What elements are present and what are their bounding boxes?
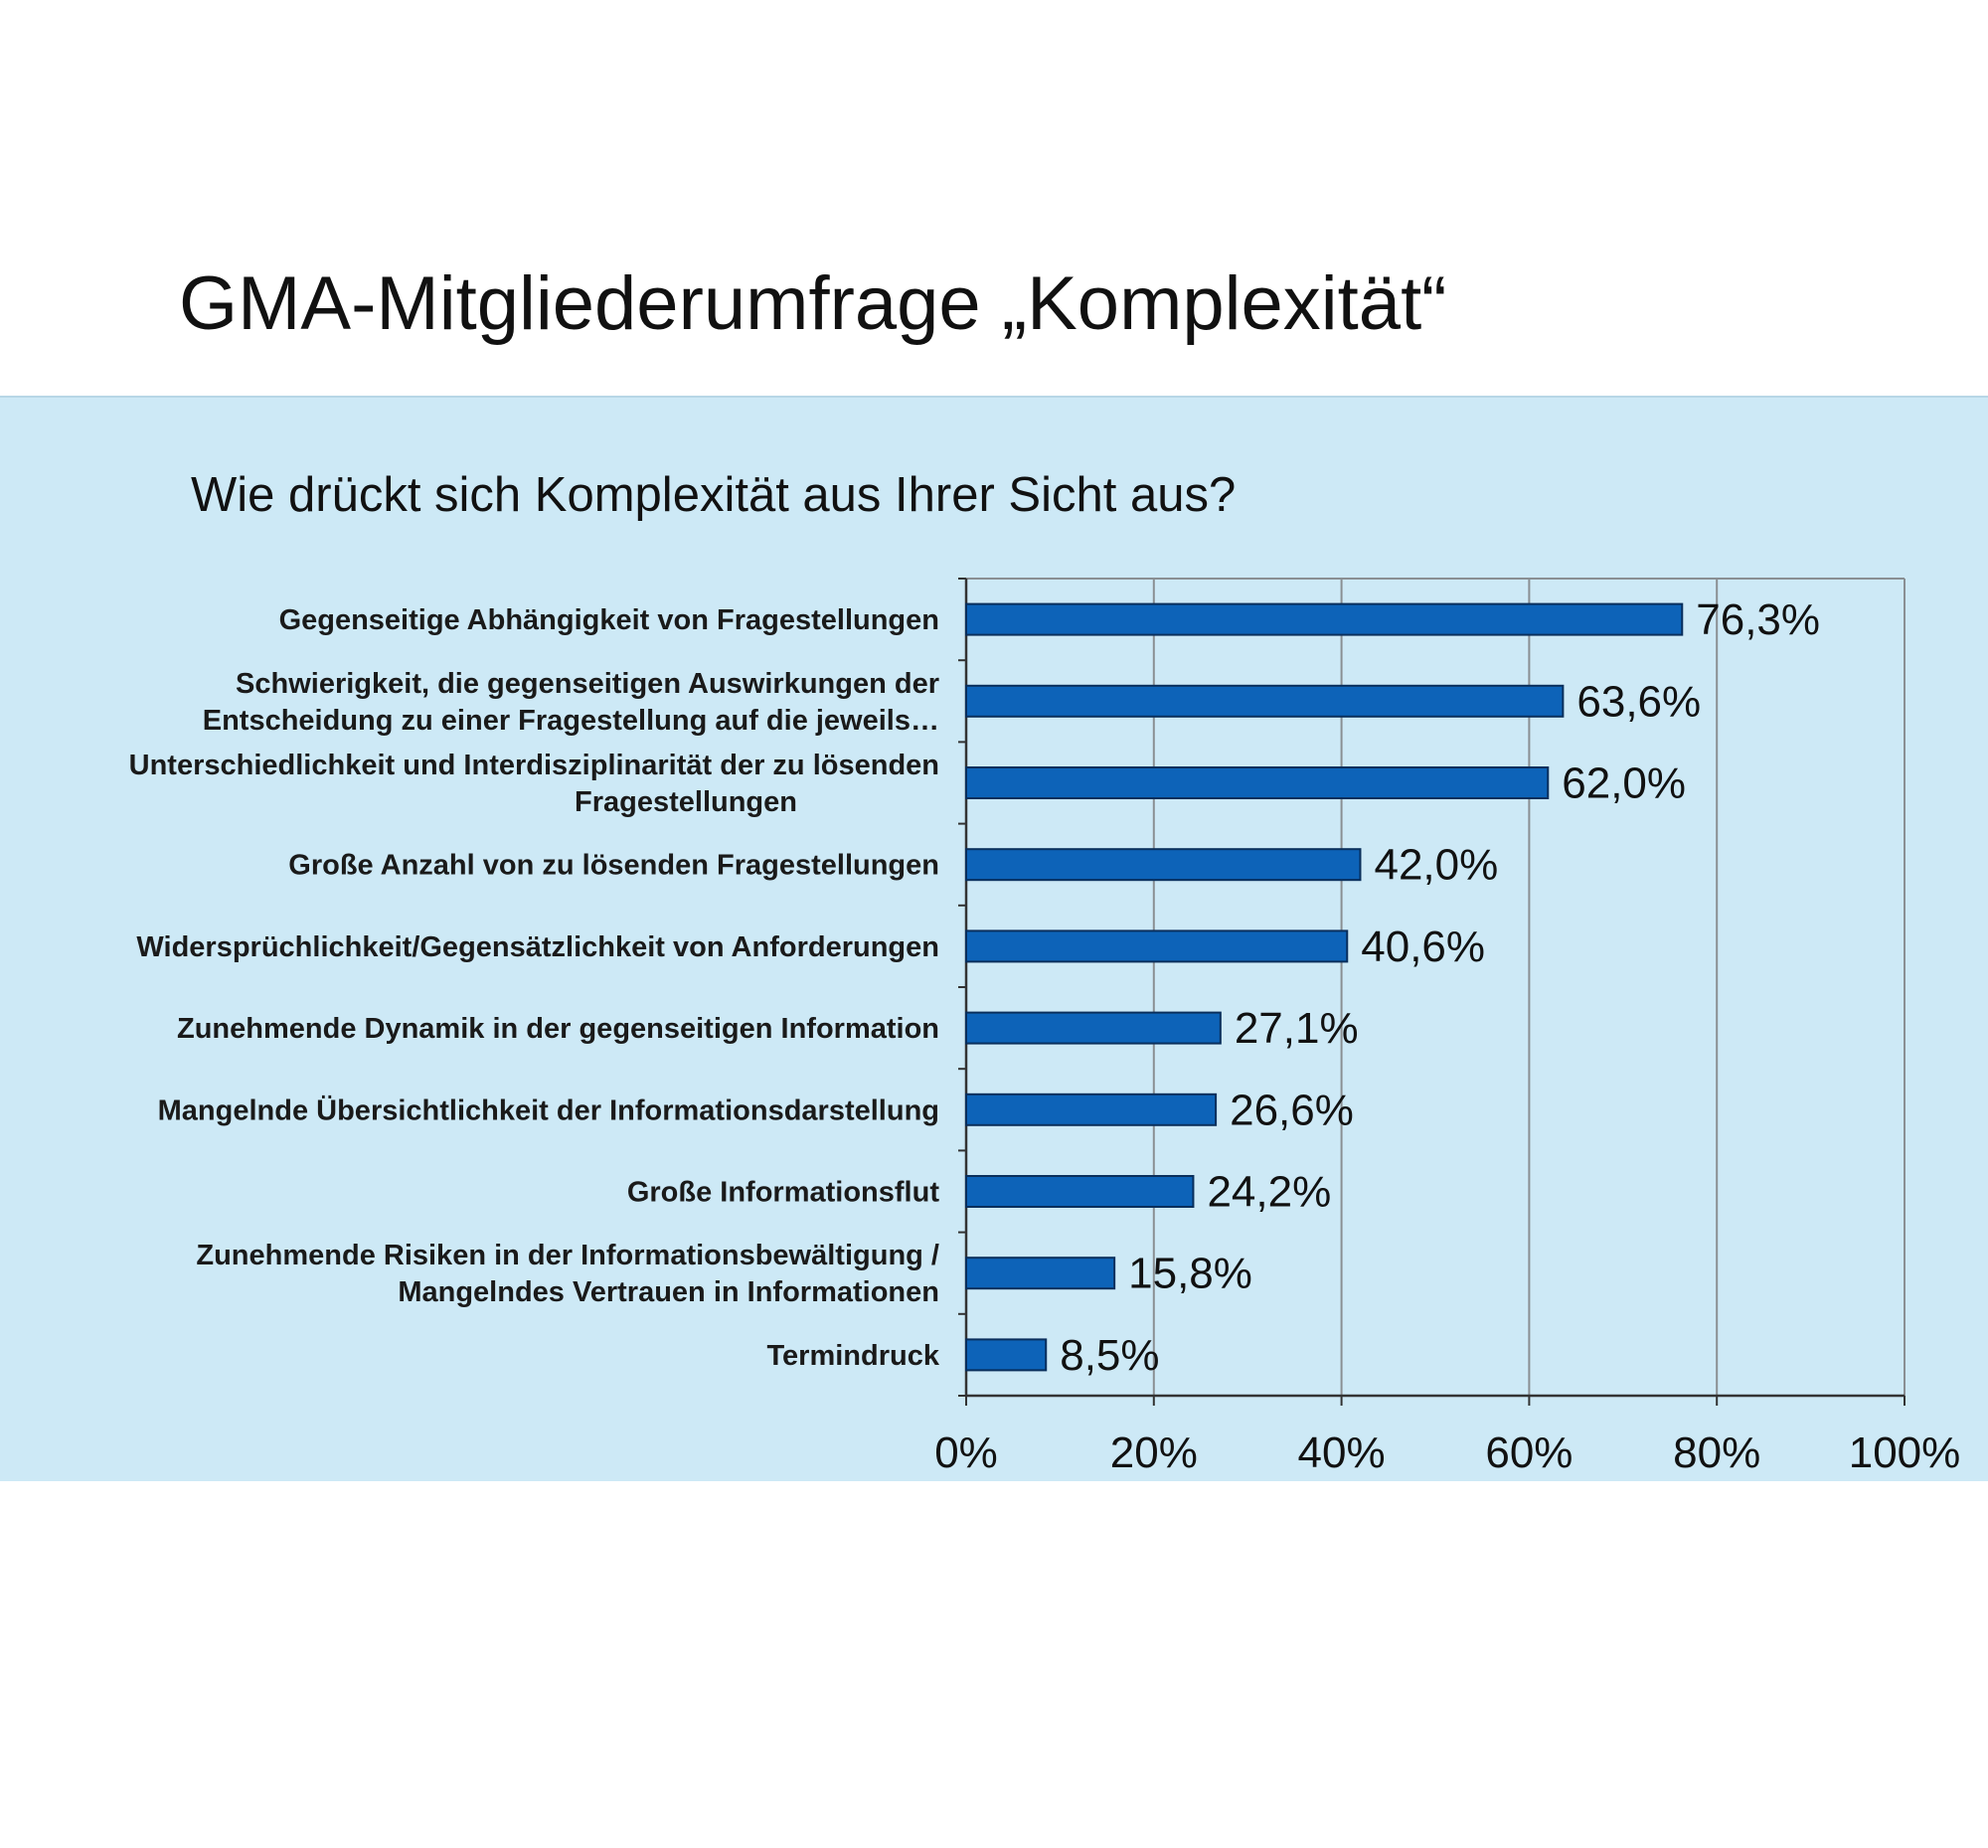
category-label: Schwierigkeit, die gegenseitigen Auswirk… — [203, 668, 939, 737]
bar — [965, 766, 1550, 799]
x-tick-label: 0% — [934, 1428, 998, 1477]
category-label: Große Anzahl von zu lösenden Fragestellu… — [288, 850, 939, 882]
data-label: 76,3% — [1696, 595, 1820, 644]
bar — [965, 1338, 1048, 1372]
category-label: Termindruck — [766, 1340, 939, 1372]
data-label: 40,6% — [1361, 923, 1485, 971]
bar — [965, 929, 1349, 963]
bar — [965, 1175, 1195, 1208]
slide-title: GMA-Mitgliederumfrage „Komplexität“ — [179, 261, 1447, 346]
bar — [965, 684, 1565, 718]
x-tick-label: 80% — [1673, 1428, 1760, 1477]
bar — [965, 1257, 1116, 1290]
data-label: 62,0% — [1562, 759, 1686, 808]
x-tick-label: 100% — [1849, 1428, 1961, 1477]
category-label: Große Informationsflut — [627, 1177, 940, 1209]
data-label: 27,1% — [1235, 1004, 1359, 1053]
data-label: 42,0% — [1374, 841, 1498, 890]
category-label: Widersprüchlichkeit/Gegensätzlichkeit vo… — [136, 931, 939, 963]
bar — [965, 848, 1362, 882]
category-label: Zunehmende Dynamik in der gegenseitigen … — [177, 1013, 939, 1045]
chart-title: Wie drückt sich Komplexität aus Ihrer Si… — [191, 468, 1237, 522]
data-label: 8,5% — [1060, 1331, 1159, 1380]
bar — [965, 602, 1684, 636]
data-label: 15,8% — [1128, 1250, 1252, 1298]
bar — [965, 1092, 1218, 1126]
category-label: Zunehmende Risiken in der Informationsbe… — [196, 1240, 939, 1308]
category-label: Unterschiedlichkeit und Interdisziplinar… — [129, 750, 939, 818]
x-tick-label: 20% — [1110, 1428, 1198, 1477]
data-label: 24,2% — [1207, 1168, 1331, 1217]
data-label: 63,6% — [1576, 677, 1701, 726]
x-tick-label: 60% — [1485, 1428, 1573, 1477]
data-label: 26,6% — [1230, 1086, 1354, 1134]
category-label: Gegenseitige Abhängigkeit von Fragestell… — [279, 604, 939, 636]
x-tick-label: 40% — [1298, 1428, 1386, 1477]
bar — [965, 1011, 1222, 1045]
category-label: Mangelnde Übersichtlichkeit der Informat… — [158, 1093, 939, 1126]
